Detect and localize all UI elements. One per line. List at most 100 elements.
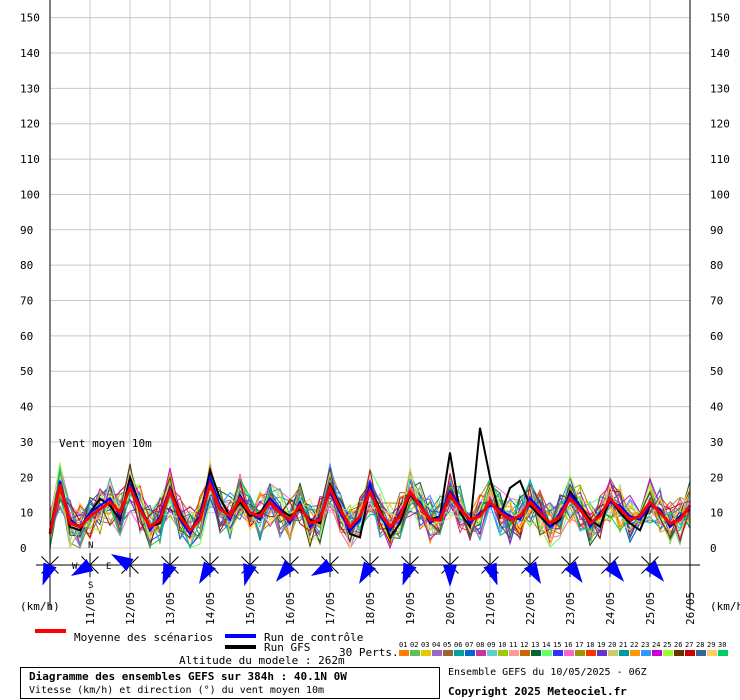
rose-spoke (89, 564, 99, 574)
x-tick-label: 18/05 (364, 592, 377, 625)
footer-title: Diagramme des ensembles GEFS sur 384h : … (29, 670, 347, 683)
rose-spoke (249, 556, 259, 566)
member-swatch (718, 650, 728, 656)
wind-rose (358, 553, 382, 585)
wind-direction-arrow (199, 561, 217, 585)
y-tick-label-right: 100 (710, 188, 730, 201)
member-number: 09 (487, 641, 495, 649)
member-number: 08 (476, 641, 484, 649)
wind-direction-arrow (70, 558, 94, 576)
rose-spoke (329, 556, 339, 566)
member-swatch (575, 650, 585, 656)
member-number: 18 (586, 641, 594, 649)
y-tick-label-right: 120 (710, 118, 730, 131)
member-swatch (498, 650, 508, 656)
x-tick-label: 13/05 (164, 592, 177, 625)
wind-direction-arrow (523, 561, 541, 585)
wind-rose (438, 553, 462, 587)
wind-direction-arrow (644, 560, 665, 582)
member-number: 29 (707, 641, 715, 649)
y-tick-label-left: 0 (20, 542, 27, 555)
member-number: 20 (608, 641, 616, 649)
rose-spoke (609, 556, 619, 566)
wind-direction-arrow (483, 562, 498, 586)
y-tick-label-left: 150 (20, 12, 40, 25)
x-tick-label: 24/05 (604, 592, 617, 625)
y-tick-label-right: 80 (710, 259, 723, 272)
member-swatch (597, 650, 607, 656)
member-number: 23 (641, 641, 649, 649)
rose-spoke (641, 556, 651, 566)
y-axis-right: 0 10 20 30 40 50 60 70 80 90 100 110 120 130 140 150 (710, 12, 730, 555)
rose-spoke (289, 556, 299, 566)
member-number: 10 (498, 641, 506, 649)
y-tick-label-left: 90 (20, 224, 33, 237)
member-swatch (487, 650, 497, 656)
member-number: 14 (542, 641, 550, 649)
member-swatch (531, 650, 541, 656)
member-number: 17 (575, 641, 583, 649)
wind-direction-arrow (359, 561, 377, 585)
member-swatch (509, 650, 519, 656)
member-number: 03 (421, 641, 429, 649)
x-tick-label: 17/05 (324, 592, 337, 625)
wind-direction-arrow (243, 563, 257, 587)
member-swatch (630, 650, 640, 656)
rose-spoke (129, 564, 139, 574)
y-tick-label-left: 40 (20, 401, 33, 414)
rose-spoke (601, 556, 611, 566)
legend-mean-label: Moyenne des scénarios (74, 631, 213, 644)
member-number: 21 (619, 641, 627, 649)
compass-letter: N (88, 541, 93, 551)
y-tick-label-right: 0 (710, 542, 717, 555)
rose-spoke (161, 556, 171, 566)
y-tick-label-right: 60 (710, 330, 723, 343)
member-number: 13 (531, 641, 539, 649)
member-swatch (564, 650, 574, 656)
member-swatch (619, 650, 629, 656)
y-tick-label-right: 150 (710, 12, 730, 25)
wind-rose (310, 553, 342, 577)
member-number: 12 (520, 641, 528, 649)
rose-spoke (409, 556, 419, 566)
y-tick-label-right: 140 (710, 47, 730, 60)
wind-rose (275, 553, 302, 582)
rose-spoke (561, 556, 571, 566)
member-swatch (410, 650, 420, 656)
y-tick-label-left: 130 (20, 82, 40, 95)
member-swatch (608, 650, 618, 656)
member-number: 27 (685, 641, 693, 649)
rose-spoke (649, 556, 659, 566)
rose-spoke (441, 556, 451, 566)
compass-letter: S (88, 581, 93, 591)
wind-rose (478, 553, 502, 586)
member-swatch (553, 650, 563, 656)
member-swatch (663, 650, 673, 656)
wind-direction-arrow (275, 560, 296, 582)
y-tick-label-left: 10 (20, 507, 33, 520)
y-tick-label-left: 50 (20, 365, 33, 378)
y-tick-label-left: 60 (20, 330, 33, 343)
unit-right: (km/h) (710, 600, 740, 613)
wind-rose (398, 553, 422, 586)
compass-letter: E (106, 562, 111, 572)
member-number: 19 (597, 641, 605, 649)
y-tick-label-left: 70 (20, 295, 33, 308)
altitude-label: Altitude du modele : 262m (179, 654, 345, 667)
wind-rose (518, 553, 542, 585)
member-number: 15 (553, 641, 561, 649)
y-tick-label-left: 100 (20, 188, 40, 201)
perts-label: 30 Perts. (339, 646, 399, 659)
x-tick-label: 21/05 (484, 592, 497, 625)
wind-rose (558, 553, 583, 584)
y-tick-label-left: 110 (20, 153, 40, 166)
rose-spoke (489, 556, 499, 566)
y-tick-label-right: 70 (710, 295, 723, 308)
wind-direction-arrow (402, 562, 417, 586)
main-series (48, 427, 692, 540)
wind-rose (198, 553, 222, 585)
y-tick-label-left: 30 (20, 436, 33, 449)
rose-spoke (209, 556, 219, 566)
footer-subtitle: Vitesse (km/h) et direction (°) du vent … (29, 685, 325, 696)
